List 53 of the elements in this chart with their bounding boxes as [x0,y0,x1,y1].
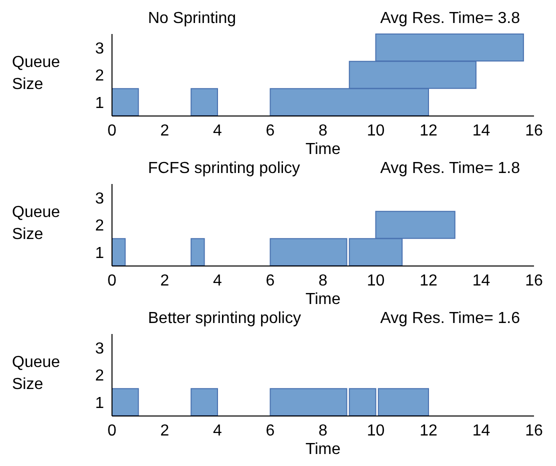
y-tick-label: 1 [95,395,104,412]
x-tick-label: 8 [318,272,328,290]
x-tick-label: 6 [266,272,275,290]
bar [270,238,348,266]
x-tick-label: 2 [160,422,170,440]
x-tick-label: 12 [420,422,438,440]
y-tick-label: 3 [95,340,104,358]
x-tick-label: 8 [318,422,328,440]
x-tick-label: 10 [366,422,385,440]
x-tick-label: 10 [366,272,385,290]
y-tick-label: 2 [95,368,104,385]
y-tick-label: 1 [95,245,104,262]
x-axis-title: Time [306,141,341,158]
x-tick-label: 16 [525,272,543,290]
x-tick-label: 0 [108,422,117,440]
x-tick-label: 2 [160,122,170,140]
y-tick-label: 2 [95,218,104,235]
x-tick-label: 14 [472,422,490,440]
x-tick-label: 4 [213,122,222,140]
y-tick-label: 3 [95,40,104,58]
x-axis-title: Time [306,291,341,308]
x-tick-label: 12 [420,122,438,140]
text: Avg Res. Time= 1.6 [380,310,520,328]
x-tick-label: 16 [525,422,543,440]
y-axis-title: Queue Size [12,53,60,95]
x-tick-label: 6 [266,122,275,140]
y-axis-title: Queue Size [12,353,60,395]
x-tick-label: 14 [472,122,490,140]
y-axis-title: Queue Size [12,203,60,245]
x-tick-label: 14 [472,272,490,290]
y-tick-label: 3 [95,190,104,208]
text: Avg Res. Time= 1.8 [380,160,520,178]
x-tick-label: 12 [420,272,438,290]
x-tick-label: 8 [318,122,328,140]
chart-title: FCFS sprinting policy [148,160,300,178]
x-tick-label: 4 [213,272,222,290]
x-tick-label: 10 [366,122,385,140]
x-tick-label: 4 [213,422,222,440]
bar [190,238,205,266]
y-tick-label: 2 [95,68,104,85]
bar [190,88,218,116]
chart-title: No Sprinting [148,10,236,28]
x-tick-label: 0 [108,122,117,140]
text: Avg Res. Time= 3.8 [380,10,520,28]
bar [112,88,139,116]
y-tick-label: 1 [95,95,104,112]
bar [112,238,126,266]
x-tick-label: 2 [160,272,170,290]
chart-title: Better sprinting policy [148,310,301,328]
x-axis-title: Time [306,441,341,458]
x-tick-label: 0 [108,272,117,290]
x-tick-label: 6 [266,422,275,440]
x-tick-label: 16 [525,122,543,140]
